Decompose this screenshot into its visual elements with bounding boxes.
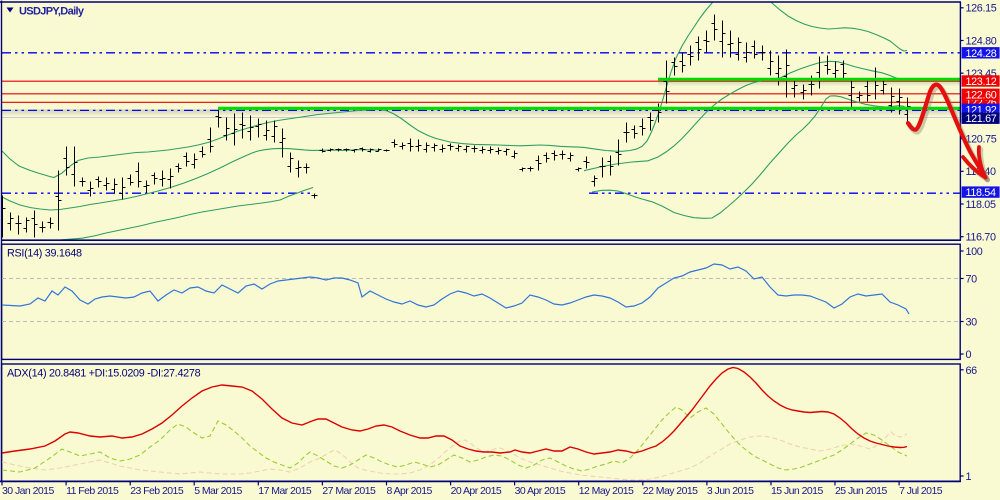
svg-text:122.60: 122.60	[966, 89, 997, 101]
svg-text:30 Apr 2015: 30 Apr 2015	[515, 485, 566, 497]
svg-text:120.75: 120.75	[966, 133, 997, 145]
svg-text:15 Jun 2015: 15 Jun 2015	[771, 485, 823, 497]
svg-text:1: 1	[966, 471, 972, 483]
svg-text:116.70: 116.70	[966, 232, 996, 244]
svg-text:126.15: 126.15	[966, 3, 997, 15]
svg-text:27 Mar 2015: 27 Mar 2015	[322, 485, 376, 497]
svg-text:118.54: 118.54	[966, 187, 996, 199]
svg-text:11 Feb 2015: 11 Feb 2015	[66, 485, 119, 497]
svg-text:22 May 2015: 22 May 2015	[643, 485, 698, 497]
svg-text:70: 70	[966, 274, 978, 286]
svg-text:USDJPY,Daily: USDJPY,Daily	[19, 5, 85, 17]
svg-text:30: 30	[966, 317, 978, 329]
svg-text:123.12: 123.12	[966, 76, 997, 88]
svg-text:17 Mar 2015: 17 Mar 2015	[258, 485, 312, 497]
svg-text:RSI(14) 39.1648: RSI(14) 39.1648	[7, 248, 82, 260]
svg-text:0: 0	[966, 349, 972, 361]
svg-text:66: 66	[966, 365, 978, 377]
svg-text:8 Apr 2015: 8 Apr 2015	[387, 485, 433, 497]
svg-text:100: 100	[966, 246, 983, 258]
svg-text:23 Feb 2015: 23 Feb 2015	[130, 485, 184, 497]
svg-text:124.28: 124.28	[966, 48, 997, 60]
svg-text:20 Apr 2015: 20 Apr 2015	[451, 485, 502, 497]
svg-text:5 Mar 2015: 5 Mar 2015	[194, 485, 242, 497]
svg-text:3 Jun 2015: 3 Jun 2015	[707, 485, 754, 497]
svg-text:7 Jul 2015: 7 Jul 2015	[899, 485, 943, 497]
svg-text:25 Jun 2015: 25 Jun 2015	[835, 485, 887, 497]
svg-text:12 May 2015: 12 May 2015	[579, 485, 634, 497]
svg-text:124.80: 124.80	[966, 35, 997, 47]
svg-text:121.67: 121.67	[966, 113, 997, 125]
svg-text:30 Jan 2015: 30 Jan 2015	[2, 485, 54, 497]
svg-text:ADX(14) 20.8481 +DI:15.0209 -D: ADX(14) 20.8481 +DI:15.0209 -DI:27.4278	[7, 368, 201, 380]
svg-text:118.05: 118.05	[966, 199, 996, 211]
